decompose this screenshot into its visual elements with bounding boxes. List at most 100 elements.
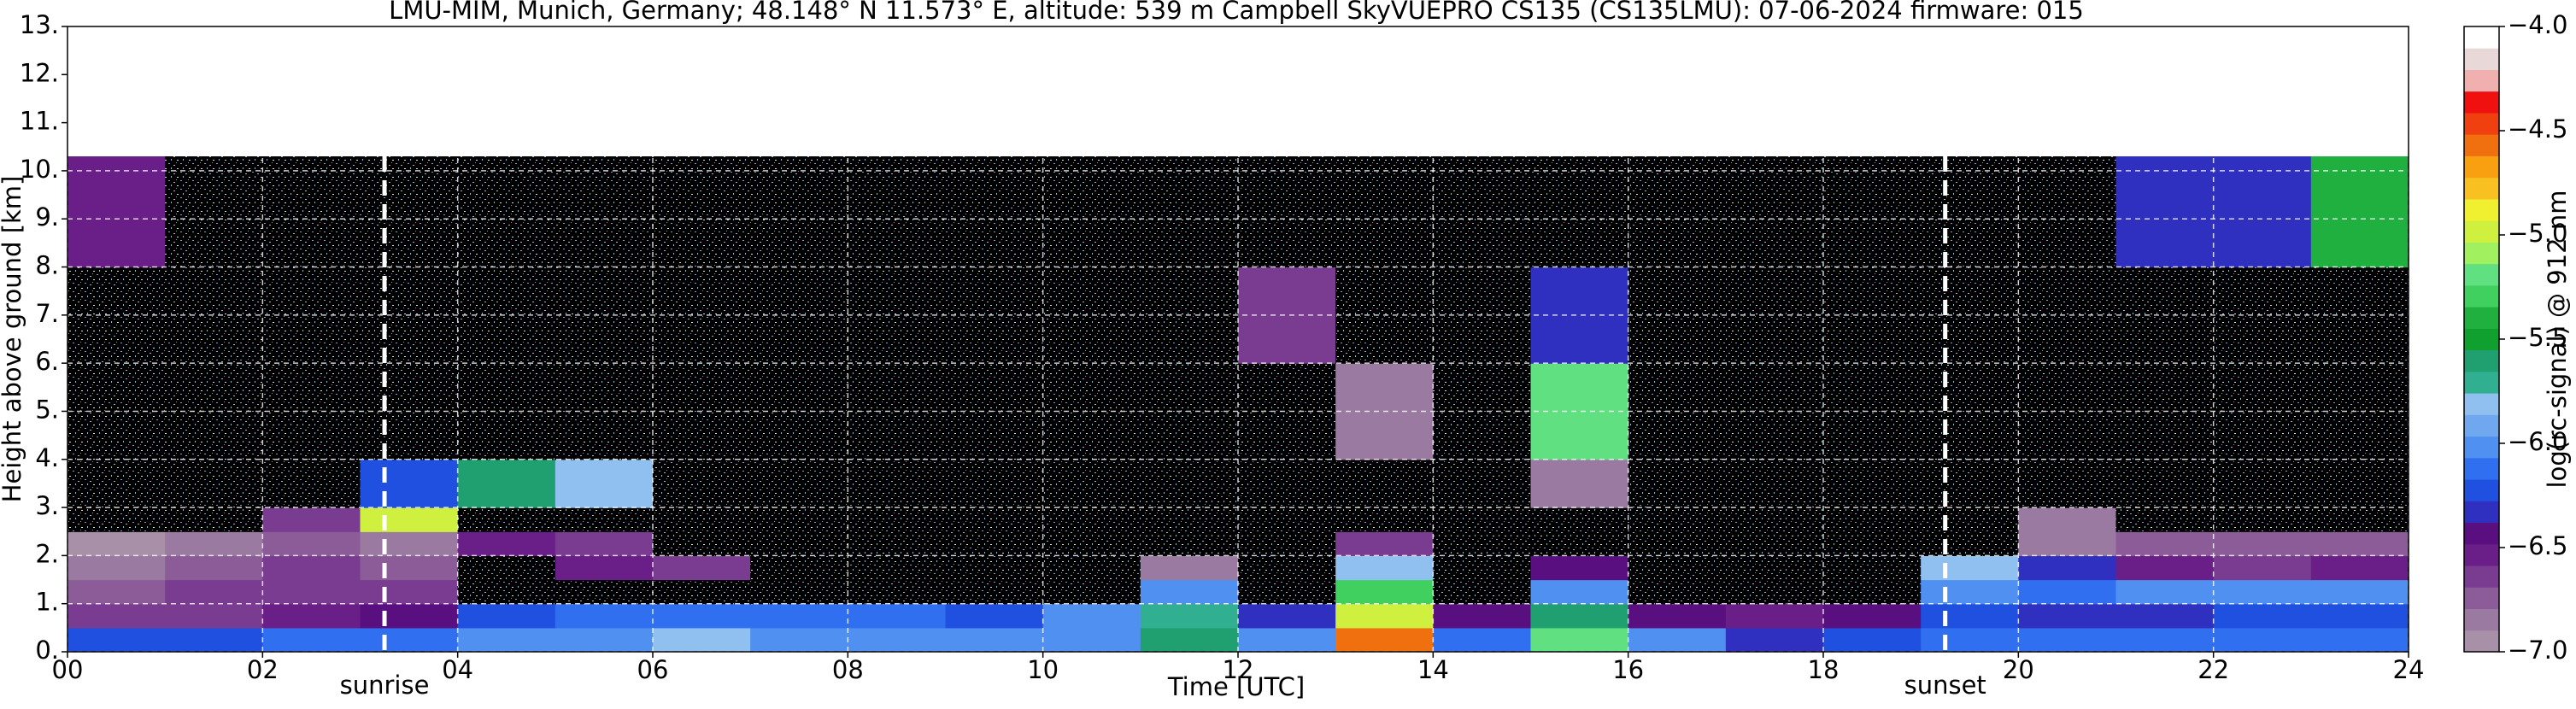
heatmap-cell [555, 579, 654, 605]
heatmap-cell [2213, 531, 2312, 556]
heatmap-cell [555, 603, 654, 629]
heatmap-cell [750, 579, 848, 605]
heatmap-cell [2018, 531, 2117, 556]
heatmap-cell [165, 603, 263, 629]
heatmap-cell [653, 603, 751, 629]
heatmap-cell [1725, 459, 1824, 508]
y-tick-label: 12. [20, 58, 59, 87]
heatmap-cell [262, 579, 361, 605]
y-tick-label: 13. [20, 10, 59, 39]
heatmap-cell [2213, 156, 2312, 268]
heatmap-cell [1433, 507, 1532, 532]
heatmap-cell [457, 627, 556, 653]
heatmap-cell [848, 531, 947, 556]
heatmap-cell [1530, 531, 1629, 556]
heatmap-cell [1140, 603, 1239, 629]
x-tick-label: 02 [247, 655, 279, 684]
heatmap-cell [1921, 156, 2019, 268]
heatmap-cell [360, 555, 459, 581]
x-tick-label: 00 [52, 655, 84, 684]
heatmap-cell [1433, 459, 1532, 508]
x-tick-label: 16 [1612, 655, 1644, 684]
heatmap-cell [2310, 555, 2409, 581]
heatmap-cell [1238, 555, 1336, 581]
colorbar-segment [2464, 263, 2499, 286]
y-tick-label: 10. [20, 155, 59, 184]
heatmap-cell [2213, 627, 2312, 653]
heatmap-cell [165, 531, 263, 556]
colorbar-tick-label: −5.0 [2508, 219, 2567, 248]
heatmap-cell [653, 531, 751, 556]
heatmap-cell [1628, 579, 1727, 605]
heatmap-cell [1628, 627, 1727, 653]
colorbar-segment [2464, 565, 2499, 588]
y-tick-label: 4. [35, 443, 59, 472]
y-tick-label: 6. [35, 347, 59, 376]
heatmap-cell [1725, 555, 1824, 581]
heatmap-cell [653, 579, 751, 605]
heatmap-cell [1042, 627, 1141, 653]
heatmap-cell [262, 555, 361, 581]
heatmap-cell [1433, 579, 1532, 605]
heatmap-cell [165, 627, 263, 653]
heatmap-cell [2115, 507, 2215, 532]
heatmap-cell [1628, 603, 1727, 629]
heatmap-cell [750, 531, 848, 556]
heatmap-cell [1530, 627, 1629, 653]
heatmap-cell [1335, 507, 1434, 532]
heatmap-cell [1238, 156, 1336, 268]
colorbar-segment [2464, 220, 2499, 243]
heatmap-cell [2213, 507, 2312, 532]
heatmap-cell [2310, 459, 2409, 508]
heatmap-cell [165, 555, 263, 581]
heatmap-cell [2213, 579, 2312, 605]
chart-title: LMU-MIM, Munich, Germany; 48.148° N 11.5… [389, 0, 2084, 25]
heatmap-cell [1921, 555, 2019, 581]
heatmap-cell [1042, 531, 1141, 556]
heatmap-cell [945, 579, 1044, 605]
heatmap-cell [750, 603, 848, 629]
colorbar-segment [2464, 501, 2499, 524]
heatmap-cell [750, 555, 848, 581]
heatmap-cell [1921, 603, 2019, 629]
heatmap-cell [1725, 579, 1824, 605]
heatmap-cell [1238, 579, 1336, 605]
heatmap-cell [2115, 156, 2215, 268]
x-tick-label: 12 [1223, 655, 1254, 684]
colorbar-segment [2464, 69, 2499, 92]
heatmap-cell [1628, 156, 1727, 268]
heatmap-cell [1628, 507, 1727, 532]
heatmap-cell [1238, 531, 1336, 556]
heatmap-cell [1335, 627, 1434, 653]
y-tick-label: 5. [35, 395, 59, 424]
heatmap-cell [2310, 156, 2409, 268]
colorbar-segment [2464, 522, 2499, 545]
heatmap-cell [1725, 627, 1824, 653]
heatmap-cell [67, 579, 166, 605]
heatmap-cell [1335, 603, 1434, 629]
heatmap-cell [67, 603, 166, 629]
x-tick-label: 24 [2393, 655, 2425, 684]
heatmap-cell [1823, 531, 1922, 556]
heatmap-cell [653, 507, 751, 532]
heatmap-cell [360, 507, 459, 532]
x-axis-label: Time [UTC] [1167, 672, 1305, 701]
colorbar-segment [2464, 284, 2499, 308]
heatmap-cell [1042, 156, 1141, 268]
heatmap-cell [750, 156, 848, 268]
heatmap-cell [262, 459, 361, 508]
colorbar-segment [2464, 543, 2499, 566]
heatmap-cell [262, 603, 361, 629]
colorbar-segment [2464, 134, 2499, 156]
heatmap-cell [67, 507, 166, 532]
colorbar-segment [2464, 630, 2499, 653]
heatmap-cell [457, 507, 556, 532]
colorbar-tick-label: −4.0 [2508, 10, 2567, 39]
colorbar-tick-label: −6.0 [2508, 427, 2567, 456]
x-tick-label: 22 [2198, 655, 2229, 684]
x-tick-label: 20 [2003, 655, 2034, 684]
heatmap-cell [2018, 459, 2117, 508]
heatmap-cell [1042, 579, 1141, 605]
heatmap-cell [2018, 603, 2117, 629]
